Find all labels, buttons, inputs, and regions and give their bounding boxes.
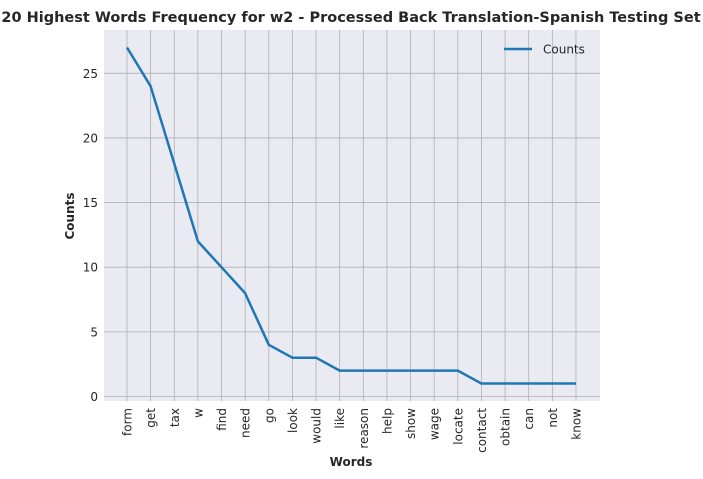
legend: Counts [504, 43, 585, 57]
x-tick-label: go [262, 408, 276, 423]
x-axis: form get tax w find need go look would like reason… [121, 408, 584, 453]
x-tick-label: wage [428, 408, 442, 440]
gridlines [104, 30, 600, 401]
y-tick-label: 0 [90, 390, 98, 404]
x-axis-label: Words [330, 455, 373, 469]
x-tick-label: contact [475, 408, 489, 453]
x-tick-label: know [569, 408, 583, 440]
x-tick-label: locate [451, 408, 465, 445]
x-tick-label: get [144, 408, 158, 428]
y-tick-label: 5 [90, 325, 98, 339]
x-tick-label: tax [168, 408, 182, 427]
legend-label-counts: Counts [543, 43, 585, 57]
chart-title: 20 Highest Words Frequency for w2 - Proc… [1, 10, 700, 26]
x-tick-label: show [404, 408, 418, 439]
x-tick-label: can [522, 408, 536, 430]
x-tick-label: find [215, 408, 229, 431]
x-tick-label: reason [357, 408, 371, 449]
x-tick-label: need [239, 408, 253, 438]
y-axis-label: Counts [63, 192, 77, 239]
x-tick-label: form [121, 408, 135, 436]
x-tick-label: like [333, 408, 347, 429]
plot-area [104, 30, 600, 401]
x-tick-label: would [310, 408, 324, 444]
y-tick-label: 10 [83, 261, 98, 275]
series-line-counts [125, 46, 576, 385]
y-tick-label: 15 [83, 196, 98, 210]
x-tick-label: look [286, 408, 300, 433]
x-tick-label: w [191, 408, 205, 418]
x-tick-label: obtain [499, 408, 513, 446]
x-tick-label: not [546, 408, 560, 428]
y-tick-label: 20 [83, 131, 98, 145]
y-tick-label: 25 [83, 67, 98, 81]
y-axis: 0 5 10 15 20 25 [83, 67, 98, 404]
x-tick-label: help [380, 408, 394, 434]
